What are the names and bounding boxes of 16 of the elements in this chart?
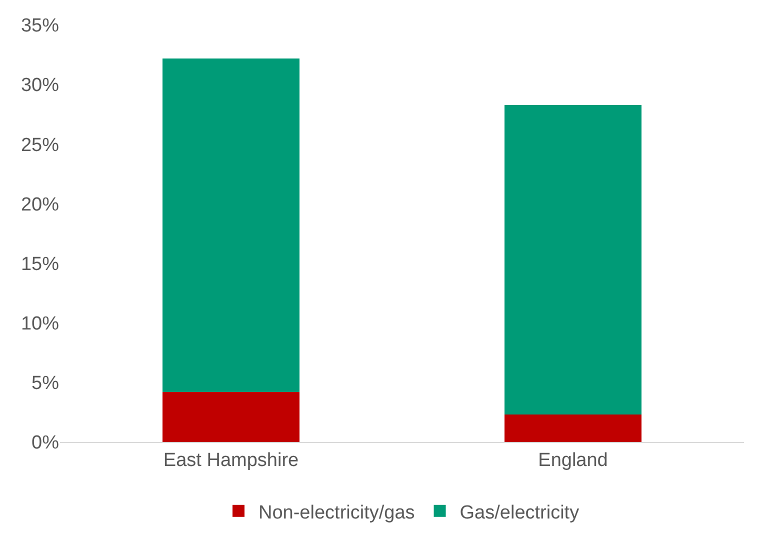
bar bbox=[162, 392, 300, 442]
y-tick-label: 35% bbox=[20, 16, 60, 37]
bar bbox=[504, 414, 642, 442]
y-tick-label: 20% bbox=[20, 194, 60, 216]
y-tick-label: 0% bbox=[32, 432, 60, 454]
x-tick-label: England bbox=[538, 450, 608, 471]
bar bbox=[162, 58, 300, 392]
y-tick-label: 10% bbox=[20, 314, 60, 335]
legend-label: Non-electricity/gas bbox=[258, 502, 415, 524]
y-tick-label: 15% bbox=[20, 254, 60, 275]
y-tick-label: 25% bbox=[20, 134, 60, 156]
y-tick-label: 30% bbox=[20, 75, 60, 96]
y-tick-label: 5% bbox=[32, 373, 60, 394]
x-tick-label: East Hampshire bbox=[163, 450, 299, 471]
bar bbox=[504, 104, 642, 415]
legend-label: Gas/electricity bbox=[460, 502, 580, 524]
